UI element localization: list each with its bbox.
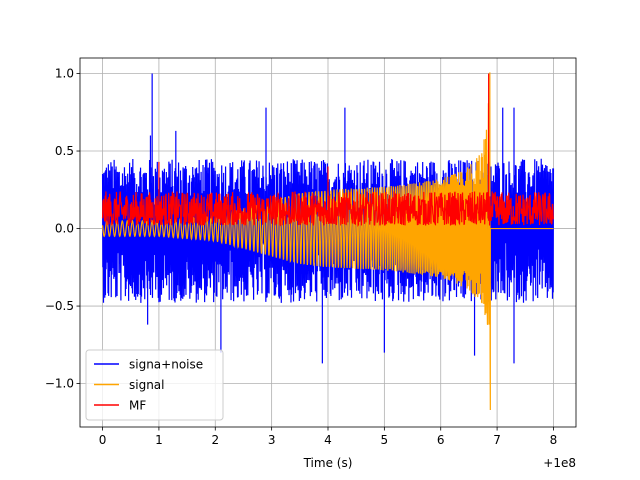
legend-label: signa+noise bbox=[129, 358, 203, 372]
y-tick-label: 0.0 bbox=[55, 222, 74, 236]
y-tick-label: −0.5 bbox=[45, 299, 74, 313]
x-axis-label: Time (s) bbox=[303, 456, 353, 470]
series-line-mf bbox=[101, 73, 555, 228]
x-tick-label: 8 bbox=[550, 433, 558, 447]
plot-area bbox=[101, 72, 555, 410]
legend-label: MF bbox=[129, 399, 146, 413]
x-tick-label: 4 bbox=[324, 433, 332, 447]
x-tick-label: 0 bbox=[99, 433, 107, 447]
y-axis-ticks: −1.0 −0.5 0.0 0.5 1.0 bbox=[45, 67, 80, 391]
x-axis-ticks: 0 1 2 3 4 5 6 7 8 bbox=[99, 427, 558, 447]
x-axis-offset-label: +1e8 bbox=[543, 456, 576, 470]
series-line-signal bbox=[101, 72, 554, 410]
x-tick-label: 3 bbox=[268, 433, 276, 447]
y-tick-label: −1.0 bbox=[45, 377, 74, 391]
x-tick-label: 2 bbox=[211, 433, 219, 447]
legend-label: signal bbox=[129, 378, 165, 392]
x-tick-label: 7 bbox=[493, 433, 501, 447]
legend-box bbox=[85, 349, 224, 421]
x-tick-label: 6 bbox=[437, 433, 445, 447]
x-tick-label: 1 bbox=[155, 433, 163, 447]
y-tick-label: 1.0 bbox=[55, 67, 74, 81]
y-tick-label: 0.5 bbox=[55, 144, 74, 158]
legend: signa+noise signal MF bbox=[85, 349, 224, 421]
x-tick-label: 5 bbox=[381, 433, 389, 447]
